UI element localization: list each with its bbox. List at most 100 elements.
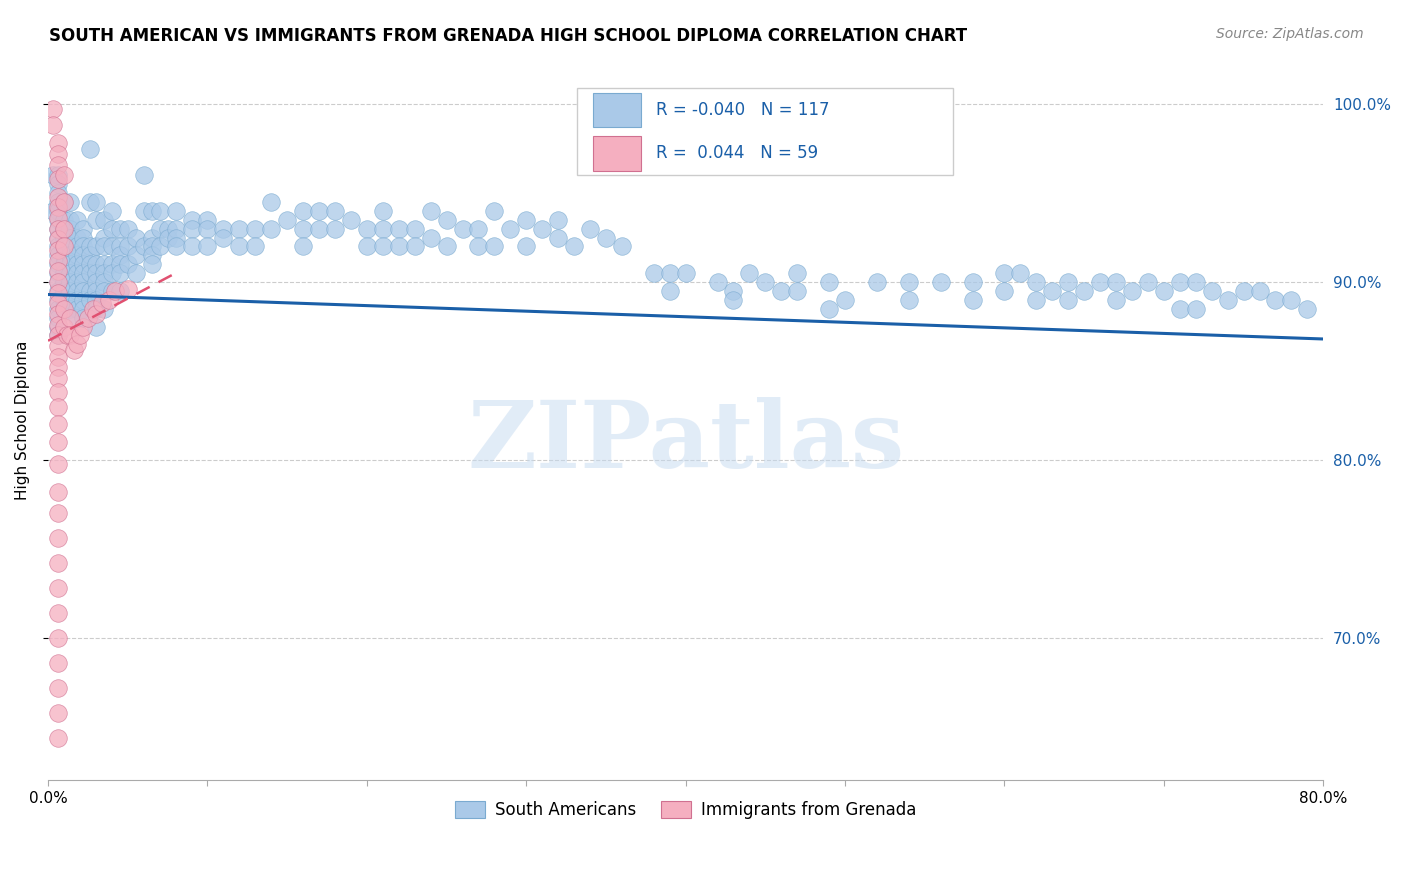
Point	[66, 212, 89, 227]
Point	[66, 257, 89, 271]
Point	[156, 230, 179, 244]
Point	[46, 435, 69, 450]
Point	[93, 230, 115, 244]
Point	[93, 239, 115, 253]
Point	[101, 266, 124, 280]
Point	[79, 248, 101, 262]
Point	[46, 211, 69, 225]
Point	[72, 301, 94, 316]
Point	[818, 275, 841, 289]
Point	[66, 310, 89, 325]
Y-axis label: High School Diploma: High School Diploma	[15, 340, 30, 500]
Point	[108, 248, 131, 262]
Point	[292, 221, 315, 235]
Text: Source: ZipAtlas.com: Source: ZipAtlas.com	[1216, 27, 1364, 41]
Point	[46, 417, 69, 432]
Point	[46, 158, 69, 172]
Point	[404, 221, 426, 235]
Point	[197, 221, 219, 235]
Point	[108, 266, 131, 280]
Point	[451, 221, 474, 235]
Point	[59, 248, 82, 262]
Point	[610, 239, 633, 253]
Point	[104, 284, 127, 298]
Point	[42, 103, 65, 117]
Point	[84, 293, 107, 307]
Point	[46, 186, 69, 200]
Point	[834, 293, 856, 307]
Point	[101, 221, 124, 235]
Point	[46, 221, 69, 235]
Point	[53, 284, 76, 298]
Point	[53, 266, 76, 280]
Point	[308, 203, 330, 218]
Point	[866, 275, 889, 289]
Point	[371, 203, 394, 218]
Point	[292, 239, 315, 253]
Point	[46, 328, 69, 343]
Point	[595, 230, 617, 244]
Point	[1010, 266, 1032, 280]
Point	[46, 171, 69, 186]
Point	[404, 239, 426, 253]
Point	[93, 275, 115, 289]
Point	[46, 177, 69, 191]
Point	[59, 221, 82, 235]
Point	[117, 239, 139, 253]
Point	[59, 310, 82, 325]
Point	[59, 266, 82, 280]
Point	[53, 319, 76, 334]
Point	[42, 119, 65, 133]
Point	[165, 239, 187, 253]
Point	[484, 239, 506, 253]
Point	[46, 350, 69, 364]
Point	[84, 212, 107, 227]
Point	[897, 293, 920, 307]
Point	[419, 203, 441, 218]
FancyBboxPatch shape	[592, 93, 641, 128]
Point	[149, 239, 172, 253]
Point	[165, 203, 187, 218]
Point	[53, 301, 76, 316]
Point	[786, 266, 808, 280]
Point	[46, 257, 69, 271]
Point	[53, 248, 76, 262]
Point	[531, 221, 554, 235]
Point	[62, 343, 84, 357]
Point	[419, 230, 441, 244]
Point	[141, 203, 163, 218]
Point	[66, 301, 89, 316]
Point	[84, 257, 107, 271]
Point	[72, 275, 94, 289]
Point	[738, 266, 761, 280]
Point	[53, 221, 76, 235]
Point	[356, 239, 378, 253]
Point	[93, 257, 115, 271]
Point	[228, 239, 250, 253]
Point	[292, 203, 315, 218]
Point	[84, 266, 107, 280]
Point	[46, 360, 69, 375]
Point	[46, 293, 69, 307]
Point	[371, 239, 394, 253]
Point	[46, 310, 69, 325]
Point	[46, 731, 69, 745]
Point	[436, 239, 458, 253]
Text: ZIPatlas: ZIPatlas	[467, 397, 904, 486]
Point	[93, 266, 115, 280]
Point	[132, 203, 155, 218]
Point	[484, 203, 506, 218]
Point	[388, 221, 411, 235]
Point	[53, 239, 76, 253]
Point	[46, 285, 69, 300]
Point	[84, 319, 107, 334]
Point	[547, 212, 569, 227]
Point	[53, 293, 76, 307]
Point	[53, 230, 76, 244]
Point	[658, 284, 681, 298]
Point	[46, 243, 69, 257]
Point	[706, 275, 728, 289]
Point	[149, 221, 172, 235]
Point	[658, 266, 681, 280]
Point	[276, 212, 298, 227]
